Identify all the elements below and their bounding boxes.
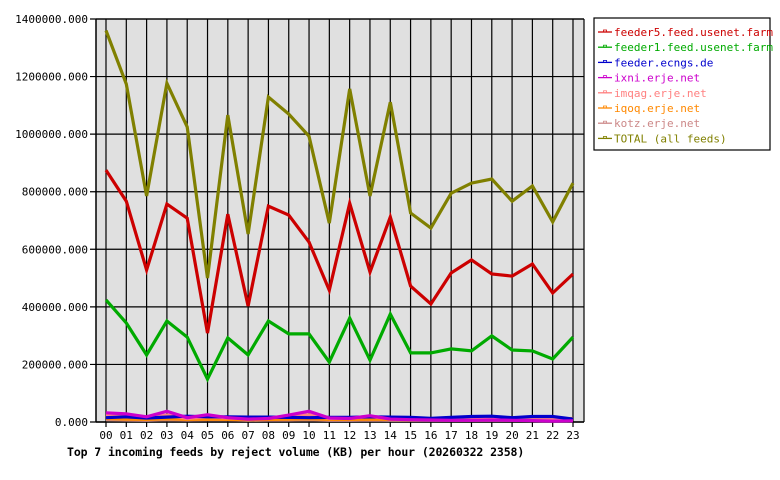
legend-marker-icon [603,75,607,78]
plot-area [96,19,584,422]
x-tick-label: 06 [221,429,234,442]
chart-title: Top 7 incoming feeds by reject volume (K… [67,445,525,459]
legend: feeder5.feed.usenet.farm feeder1.feed.use… [593,17,773,151]
legend-label: iqoq.erje.net [614,102,700,115]
legend-label: feeder.ecngs.de [614,56,713,69]
y-tick-label: 400000.000 [22,301,88,314]
x-tick-label: 09 [282,429,295,442]
series-line-feeder5-feed-usenet-farm [104,169,575,334]
series-line-total-all-feeds- [104,29,575,279]
legend-item: feeder.ecngs.de [598,56,713,69]
legend-item: ixni.erje.net [598,72,700,85]
legend-item: TOTAL (all feeds) [598,132,727,145]
series-line-ixni-erje-net [105,409,574,423]
x-tick-label: 05 [201,429,214,442]
x-tick-label: 20 [505,429,518,442]
y-tick-label: 0.000 [55,416,88,429]
x-tick-label: 07 [242,429,255,442]
legend-item: feeder1.feed.usenet.farm [598,41,773,54]
x-tick-label: 01 [120,429,133,442]
x-tick-label: 13 [363,429,376,442]
legend-label: imqag.erje.net [614,87,707,100]
x-tick-label: 16 [424,429,437,442]
legend-marker-icon [603,90,607,94]
series-line-feeder1-feed-usenet-farm [104,298,575,383]
legend-label: feeder1.feed.usenet.farm [614,41,773,54]
y-tick-label: 600000.000 [22,243,88,256]
x-axis: 00 01 02 03 04 05 06 07 08 09 10 11 12 13 14 15 16 17 18 19… [99,429,579,442]
y-axis: 0.000 200000.000 400000.000 600000.000 80000… [15,13,88,429]
x-tick-label: 15 [404,429,417,442]
y-tick-label: 1400000.000 [15,13,88,26]
x-tick-label: 23 [566,429,579,442]
legend-label: kotz.erje.net [614,117,700,130]
legend-item: iqoq.erje.net [598,102,700,115]
legend-item: kotz.erje.net [598,117,700,130]
x-tick-label: 18 [465,429,478,442]
x-tick-label: 08 [262,429,275,442]
x-tick-label: 04 [181,429,195,442]
y-tick-label: 1000000.000 [15,128,88,141]
x-tick-label: 00 [99,429,112,442]
y-tick-label: 1200000.000 [15,71,88,84]
data-series [104,29,575,423]
legend-marker-icon [603,105,607,109]
x-tick-label: 21 [526,429,539,442]
legend-marker-icon [603,135,607,139]
legend-item: feeder5.feed.usenet.farm [598,26,773,39]
legend-label: ixni.erje.net [614,72,700,85]
legend-marker-icon [603,60,607,63]
legend-marker-icon [603,29,607,33]
legend-item: imqag.erje.net [598,87,707,100]
x-tick-label: 12 [343,429,356,442]
legend-label: TOTAL (all feeds) [614,132,727,145]
x-tick-label: 14 [384,429,398,442]
x-tick-label: 17 [445,429,458,442]
y-tick-label: 800000.000 [22,186,88,199]
x-tick-label: 11 [323,429,336,442]
legend-marker-icon [603,44,607,48]
x-tick-label: 02 [140,429,153,442]
x-tick-label: 19 [485,429,498,442]
x-tick-label: 22 [546,429,559,442]
y-tick-label: 200000.000 [22,358,88,371]
legend-marker-icon [603,120,607,124]
legend-box [593,17,771,151]
x-tick-label: 03 [160,429,173,442]
x-tick-label: 10 [302,429,315,442]
legend-label: feeder5.feed.usenet.farm [614,26,773,39]
